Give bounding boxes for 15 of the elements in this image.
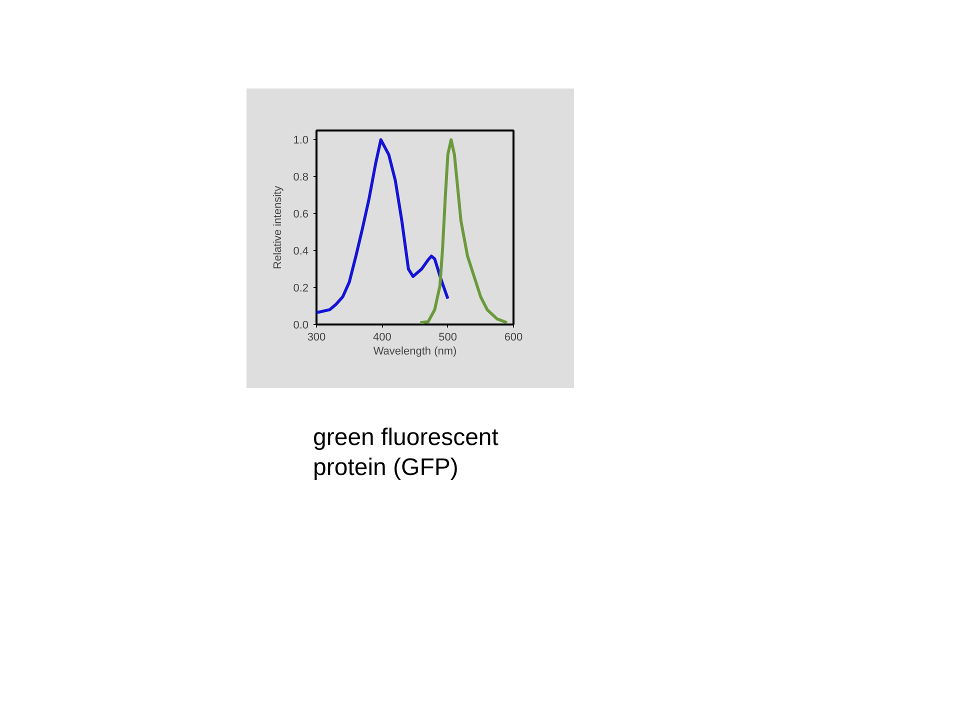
y-axis-title: Relative intensity [272, 185, 284, 270]
line-series [418, 138, 508, 324]
x-tick-label: 500 [438, 332, 458, 344]
y-tick-label: 0.4 [293, 246, 309, 258]
x-tick-label: 300 [307, 332, 326, 344]
y-tick-label: 0.2 [293, 282, 309, 295]
y-tick-label: 0.8 [293, 172, 309, 184]
line-series [316, 138, 450, 314]
x-tick-label: 600 [504, 332, 523, 344]
y-tick-label: 0.0 [293, 320, 309, 332]
x-axis-title: Wavelength (nm) [373, 346, 457, 358]
x-tick-label: 400 [372, 332, 392, 344]
text: green fluorescent protein (GFP) [313, 423, 500, 483]
y-tick-label: 1.0 [293, 134, 309, 147]
y-tick-label: 0.6 [293, 208, 309, 221]
